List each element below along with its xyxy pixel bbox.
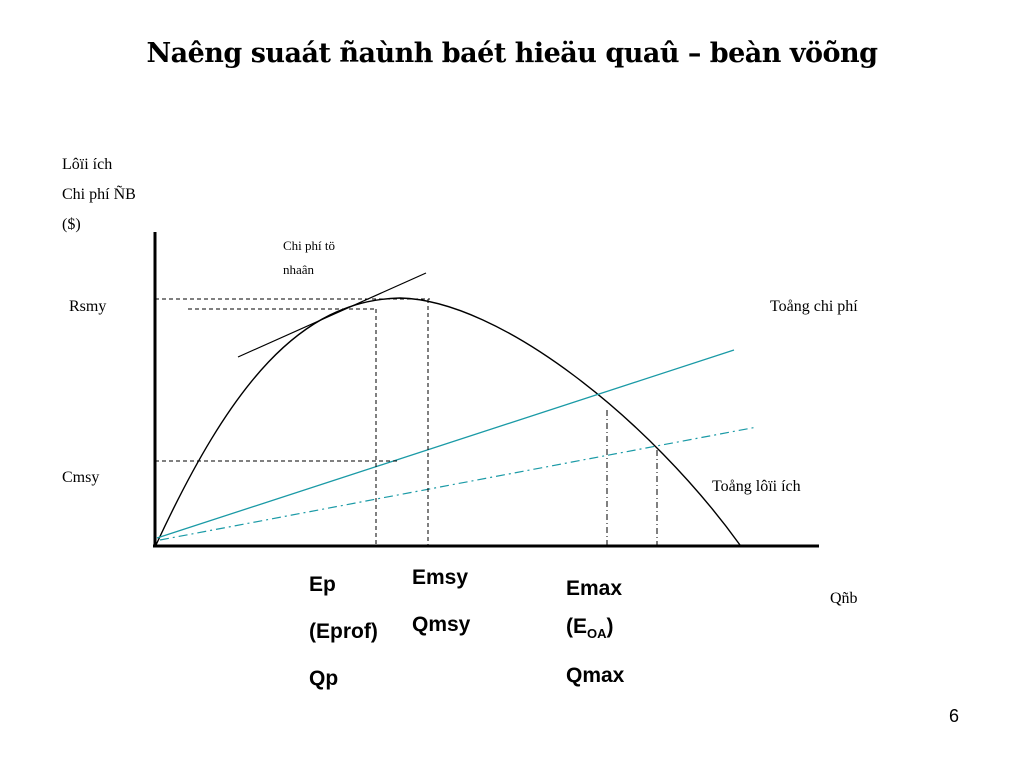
marginal-cost-label-line2: nhaân: [283, 262, 315, 277]
y-axis-label-line3: ($): [62, 216, 81, 233]
rsmy-label: Rsmy: [69, 298, 107, 315]
eprof-label: (Eprof): [309, 620, 378, 643]
total-cost-line: [156, 349, 735, 539]
qmax-label: Qmax: [566, 664, 625, 688]
marginal-cost-label-line1: Chi phí tö: [283, 238, 336, 253]
point-max-labels: Emax (EOA) Qmax: [566, 570, 624, 695]
qp-label: Qp: [309, 667, 339, 690]
emsy-label: Emsy: [412, 566, 469, 589]
marginal-cost-label: Chi phí tö nhaân: [283, 234, 335, 282]
y-axis-label: Lôïi ích Chi phí ÑB ($): [62, 150, 136, 240]
qmsy-label: Qmsy: [412, 613, 471, 636]
eoa-label: (EOA): [566, 615, 614, 642]
emax-label: Emax: [566, 577, 623, 600]
total-cost-label: Toång chi phí: [770, 298, 858, 315]
total-revenue-curve: [155, 297, 741, 546]
tangent-line: [237, 272, 427, 358]
x-axis-label: Qñb: [830, 590, 858, 607]
point-p-labels: Ep (Eprof) Qp: [309, 561, 378, 702]
total-revenue-label: Toång lôïi ích: [712, 478, 801, 495]
y-axis-label-line1: Lôïi ích: [62, 156, 113, 173]
page-title: Naêng suaát ñaùnh baét hieäu quaû – beàn…: [146, 38, 878, 69]
page-number: 6: [949, 706, 960, 726]
cmsy-label: Cmsy: [62, 469, 100, 486]
y-axis-label-line2: Chi phí ÑB: [62, 186, 136, 203]
ep-label: Ep: [309, 573, 336, 596]
point-msy-labels: Emsy Qmsy: [412, 554, 470, 648]
cost-dashdot-line: [159, 426, 758, 541]
